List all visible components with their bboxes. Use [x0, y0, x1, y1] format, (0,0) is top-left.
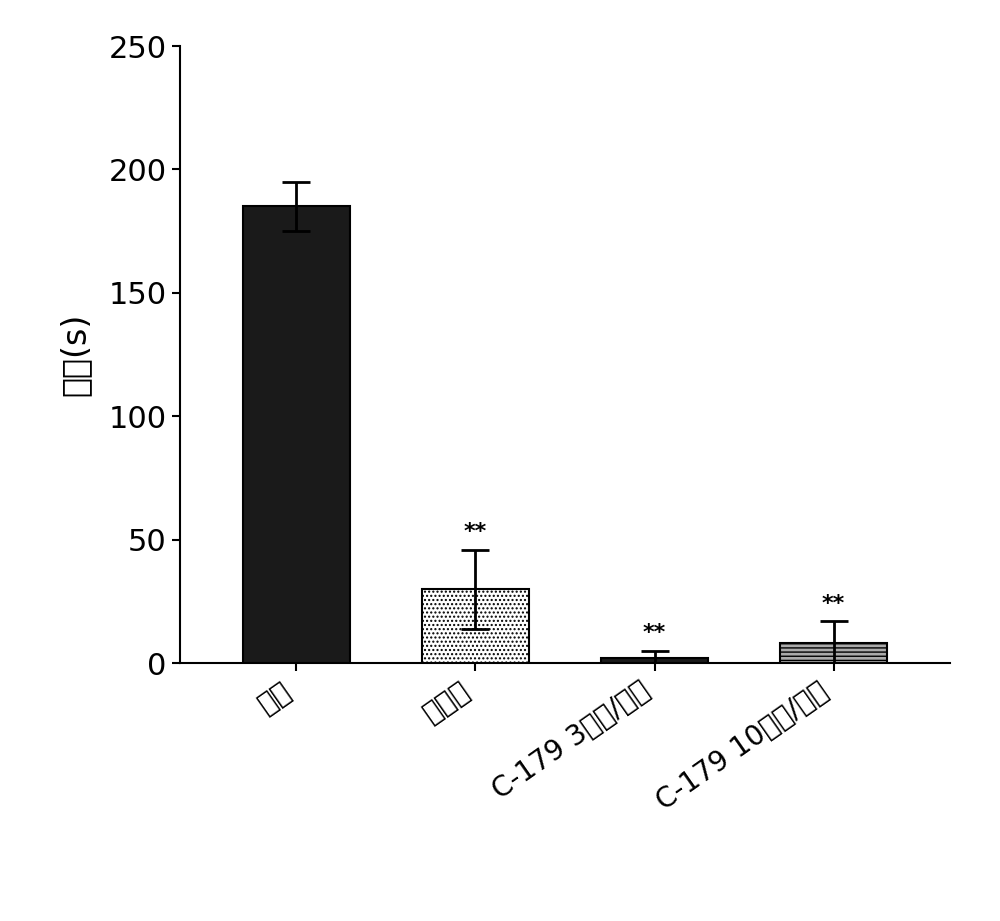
Text: **: **: [464, 522, 487, 542]
Bar: [243, 206, 350, 663]
Bar: [780, 644, 887, 663]
Text: **: **: [643, 624, 666, 644]
Bar: [601, 659, 708, 663]
Y-axis label: 不动(s): 不动(s): [59, 313, 92, 396]
Bar: [422, 589, 529, 663]
Text: **: **: [822, 594, 845, 613]
